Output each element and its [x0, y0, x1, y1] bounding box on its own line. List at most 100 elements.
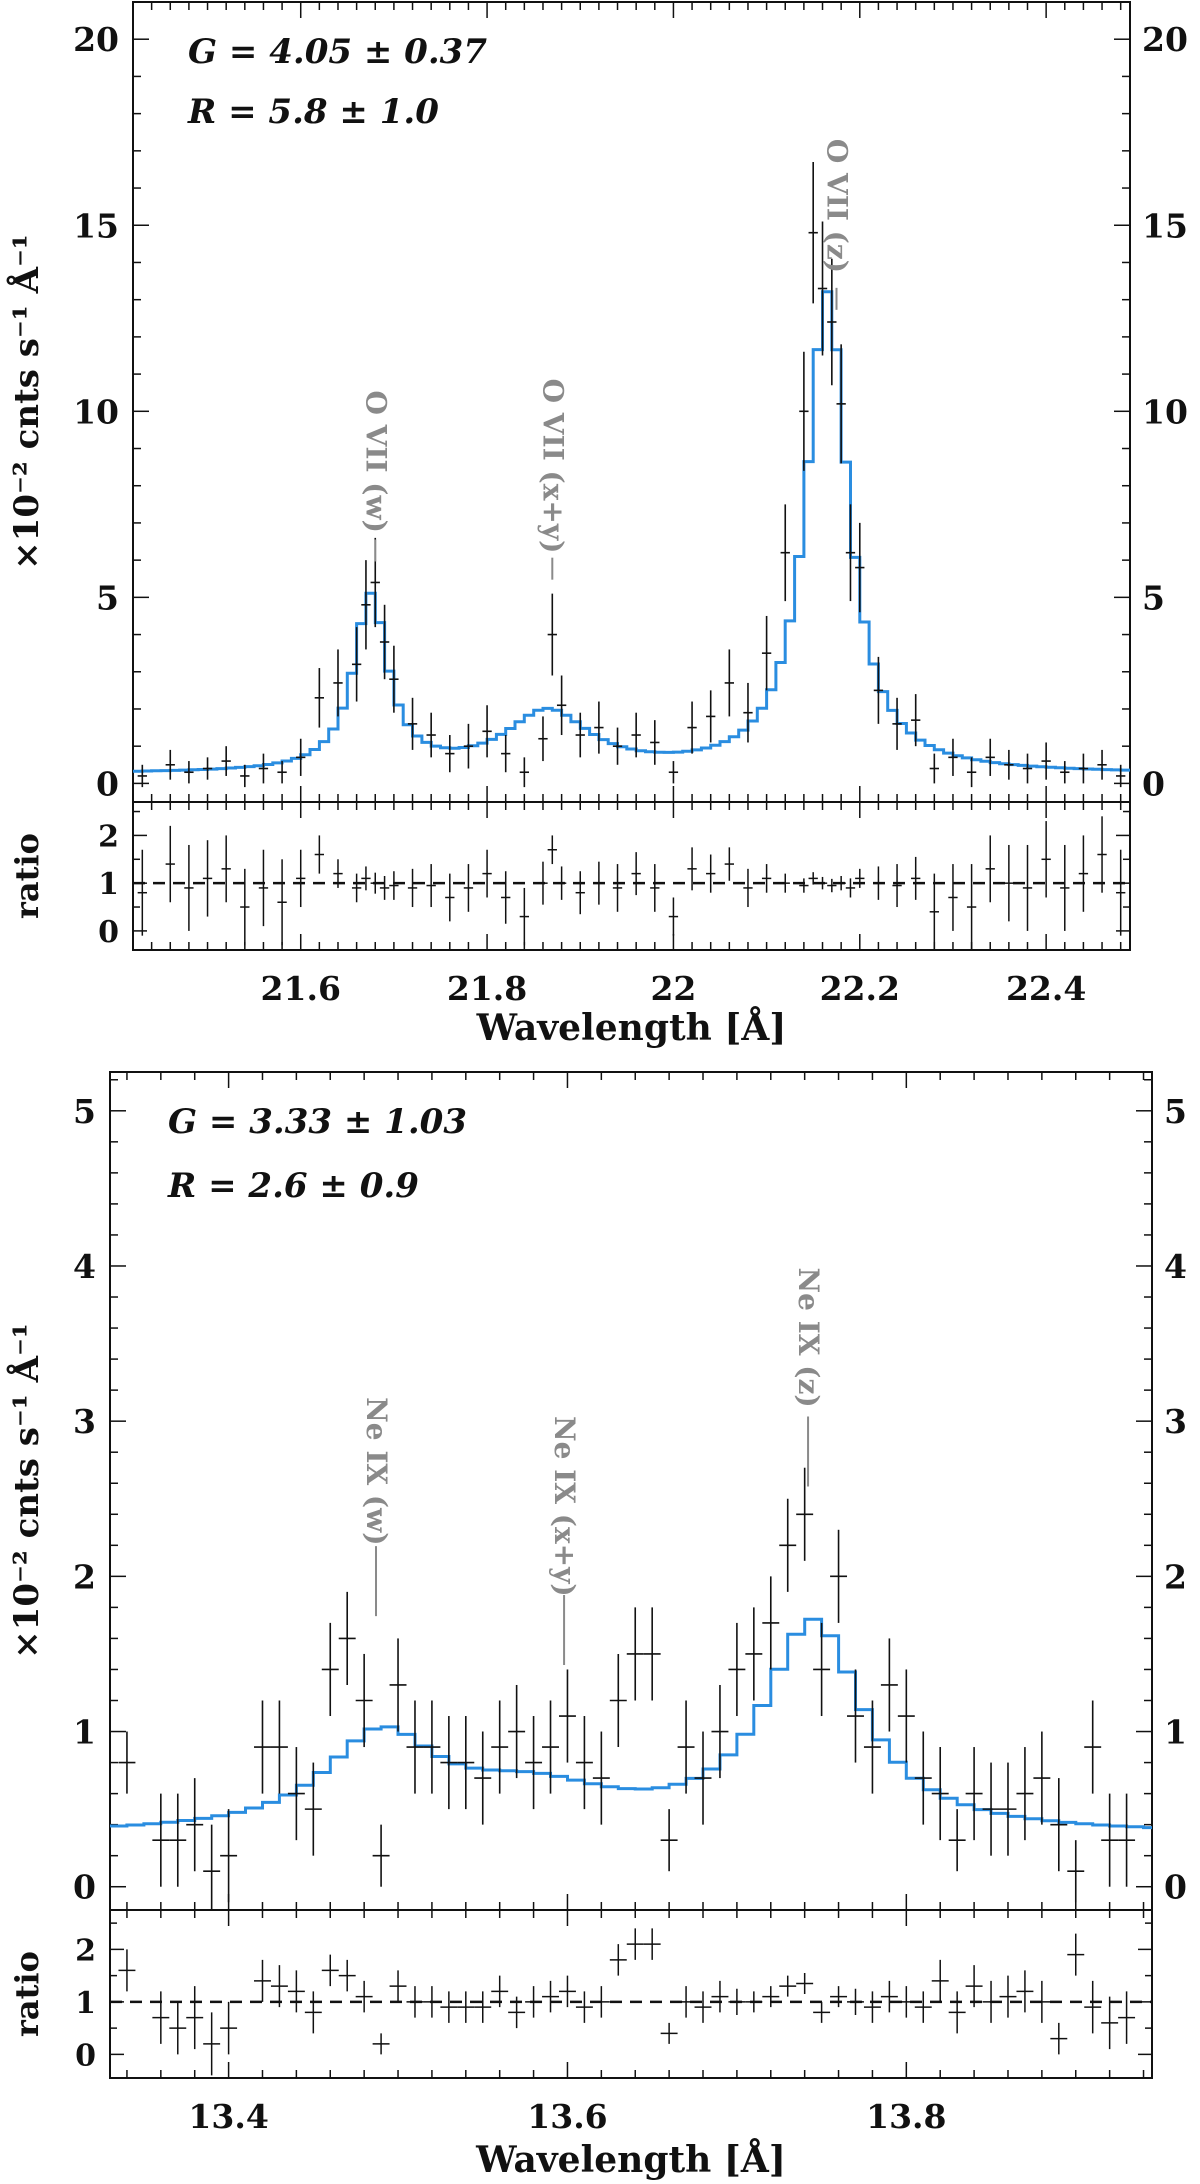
- data-point: [1101, 1793, 1119, 1887]
- ratio-point: [813, 2001, 831, 2023]
- ratio-point: [897, 1986, 915, 2018]
- data-point: [169, 1793, 187, 1887]
- line-annotation: Ne IX (z): [792, 1268, 825, 1408]
- ratio-point: [1101, 1996, 1119, 2050]
- x-tick-label: 22.2: [820, 969, 900, 1008]
- data-point: [508, 1684, 526, 1779]
- y-tick-label-right: 20: [1142, 20, 1188, 59]
- data-point: [538, 716, 548, 762]
- ratio-point: [830, 1986, 848, 2008]
- ratio-point: [407, 868, 418, 908]
- o-vii-panel: 21.6 21.8 22 22.2 22.4 0 0 5 5 10 10 15 15 20 20 0 1 2 Wav…: [6, 1, 1188, 1049]
- data-point: [1004, 749, 1014, 780]
- y-axis-label: ×10⁻² cnts s⁻¹ Å⁻¹: [6, 234, 47, 570]
- ratio-point: [999, 1975, 1017, 2018]
- ratio-point: [1118, 1991, 1136, 2044]
- data-point: [314, 668, 325, 728]
- data-point: [1041, 742, 1051, 780]
- ratio-point: [873, 866, 884, 900]
- y-tick-label-left: 20: [73, 20, 119, 59]
- ratio-point: [165, 825, 175, 903]
- ratio-point: [202, 840, 213, 917]
- ratio-point: [169, 2001, 187, 2055]
- ratio-point: [911, 856, 921, 900]
- ratio-point: [519, 887, 530, 946]
- data-point: [799, 351, 809, 471]
- data-point: [762, 1576, 780, 1670]
- data-point: [519, 757, 530, 788]
- ratio-point: [538, 861, 548, 905]
- ratio-point: [827, 878, 837, 893]
- ratio-point: [186, 1986, 204, 2050]
- x-tick-label: 22.4: [1006, 969, 1086, 1008]
- ne-ix-panel: 13.4 13.6 13.8 0 0 1 1 2 2 3 3 4 4 5 5 0 1 2 Wavelength [Å…: [6, 1071, 1187, 2181]
- y-tick-label-left: 10: [73, 392, 119, 431]
- data-point: [694, 1731, 712, 1825]
- ratio-point: [1060, 844, 1070, 931]
- data-point: [845, 504, 856, 602]
- data-point: [426, 712, 436, 758]
- data-point: [592, 1731, 610, 1825]
- data-point: [931, 1747, 949, 1841]
- ratio-point: [762, 1986, 780, 2008]
- data-point: [351, 627, 362, 702]
- data-point: [556, 675, 567, 736]
- data-point: [445, 735, 455, 773]
- ratio-point: [1097, 816, 1107, 893]
- data-point: [808, 162, 818, 304]
- data-point: [491, 1700, 509, 1794]
- data-point: [474, 1731, 492, 1825]
- data-point: [650, 720, 660, 765]
- data-point: [965, 1747, 983, 1841]
- ratio-point: [542, 1980, 559, 2013]
- data-point: [1118, 1793, 1136, 1887]
- data-point: [202, 757, 213, 780]
- data-point: [711, 1684, 729, 1779]
- model-curve: [110, 1617, 1152, 1830]
- ratio-point: [355, 1980, 373, 2013]
- ratio-point: [728, 1988, 746, 2015]
- ratio-point: [203, 2012, 221, 2076]
- data-point: [1116, 764, 1126, 788]
- data-point: [270, 1700, 288, 1794]
- data-point: [668, 761, 679, 784]
- data-point: [482, 705, 492, 758]
- data-point: [277, 761, 287, 784]
- ratio-point: [1084, 1980, 1102, 2034]
- data-point: [929, 753, 939, 784]
- data-point: [321, 1622, 339, 1717]
- y-tick-label-right: 0: [1164, 1868, 1187, 1907]
- data-point: [743, 682, 753, 743]
- data-point: [1097, 749, 1107, 780]
- ratio-point: [118, 1949, 136, 1992]
- ratio-point: [780, 873, 790, 893]
- data-point: [389, 1638, 407, 1732]
- data-point: [220, 1809, 238, 1903]
- data-point: [389, 645, 399, 713]
- ratio-axis-label: ratio: [8, 1951, 46, 2037]
- data-point: [830, 1529, 848, 1623]
- stat-g: G = 3.33 ± 1.03: [168, 1102, 467, 1142]
- ratio-tick-label: 0: [98, 915, 119, 950]
- ratio-point: [525, 1986, 543, 2018]
- data-point: [643, 1607, 661, 1701]
- ratio-point: [836, 876, 846, 891]
- data-point: [1050, 1778, 1068, 1872]
- data-point: [254, 1700, 271, 1794]
- x-tick-label: 13.6: [527, 2097, 607, 2136]
- data-point: [379, 604, 390, 680]
- data-point: [796, 1467, 814, 1561]
- data-point: [137, 764, 147, 788]
- data-point: [1060, 761, 1070, 784]
- data-point: [1078, 753, 1089, 784]
- stat-r: R = 2.6 ± 0.9: [167, 1166, 419, 1206]
- y-tick-label-left: 15: [73, 206, 119, 245]
- data-point: [333, 649, 343, 717]
- line-annotation: O VII (z): [820, 139, 853, 273]
- y-tick-label-left: 4: [73, 1247, 96, 1286]
- data-point: [547, 593, 557, 676]
- data-point: [372, 1824, 390, 1887]
- data-point: [724, 649, 734, 717]
- data-point: [525, 1716, 543, 1810]
- data-point: [221, 746, 231, 776]
